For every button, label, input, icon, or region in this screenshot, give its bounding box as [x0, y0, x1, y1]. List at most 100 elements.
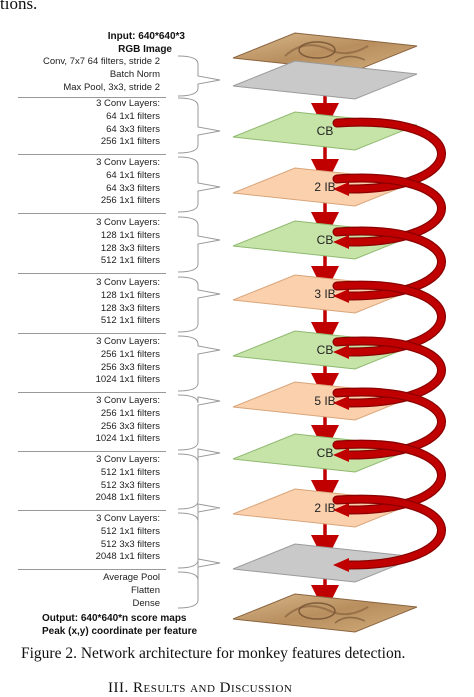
label-line: 512 3x3 filters	[100, 479, 160, 491]
image-texture	[298, 602, 336, 620]
image-texture	[284, 44, 369, 57]
skip-arrow-head	[333, 345, 349, 359]
output-title-line-1: Output: 640*640*n score maps	[42, 613, 187, 624]
label-line: 256 3x3 filters	[100, 361, 160, 373]
label-line: 128 1x1 filters	[100, 229, 160, 241]
skip-arrow-head	[333, 396, 349, 410]
layer-gray	[232, 60, 418, 100]
section-heading: III. Results and Discussion	[108, 680, 293, 696]
label-line: 512 1x1 filters	[100, 466, 160, 478]
label-group-8: 3 Conv Layers: 512 1x1 filters 512 3x3 f…	[0, 454, 160, 505]
label-line: 3 Conv Layers:	[96, 395, 160, 406]
input-title-line-2: RGB Image	[118, 44, 172, 55]
separator	[18, 569, 166, 570]
separator	[18, 273, 166, 274]
label-line: 512 3x3 filters	[100, 538, 160, 550]
layer-stack: CB 2 IB CB 3 IB CB 5 IB CB 2 IB	[232, 32, 418, 633]
label-line: 3 Conv Layers:	[96, 336, 160, 347]
skip-connection	[333, 227, 445, 300]
image-texture	[298, 41, 336, 59]
skip-arrow-head	[333, 289, 349, 303]
label-line: 1024 1x1 filters	[95, 374, 160, 386]
label-group-9: 3 Conv Layers: 512 1x1 filters 512 3x3 f…	[0, 513, 160, 564]
label-group-10: Average Pool Flatten Dense	[0, 572, 160, 610]
label-line: 3 Conv Layers:	[96, 157, 160, 168]
group-bracket	[177, 156, 221, 213]
group-bracket	[177, 448, 221, 510]
group-bracket	[177, 503, 221, 569]
label-line: 3 Conv Layers:	[96, 454, 160, 465]
skip-connection	[333, 495, 445, 569]
group-bracket	[177, 216, 221, 273]
separator	[18, 213, 166, 214]
image-plate	[232, 593, 418, 633]
label-group-1: Conv, 7x7 64 filters, stride 2 Batch Nor…	[0, 56, 160, 94]
separator	[18, 154, 166, 155]
group-bracket	[177, 55, 221, 97]
label-line: 3 Conv Layers:	[96, 98, 160, 109]
image-texture	[284, 605, 369, 618]
label-line: 64 3x3 filters	[106, 123, 160, 135]
label-line: 512 1x1 filters	[100, 525, 160, 537]
label-line: Average Pool	[103, 572, 160, 583]
layer-label: CB	[317, 124, 334, 138]
output-title-line-2: Peak (x,y) coordinate per feature	[42, 626, 198, 637]
layer-image	[232, 593, 418, 633]
skip-connection	[333, 440, 445, 514]
input-title-line-1: Input: 640*640*3	[107, 31, 185, 42]
label-line: Max Pool, 3x3, stride 2	[63, 81, 160, 93]
group-bracket	[177, 335, 221, 392]
skip-connection	[333, 118, 445, 193]
layer-label: 5 IB	[314, 394, 335, 408]
label-line: Batch Norm	[109, 68, 160, 80]
skip-connection	[333, 388, 445, 459]
label-line: 256 1x1 filters	[100, 136, 160, 148]
layer-label: CB	[317, 233, 334, 247]
layer-label: 2 IB	[314, 501, 335, 515]
label-line: 128 3x3 filters	[100, 242, 160, 254]
previous-text-fragment: tions.	[0, 0, 38, 13]
layer-label: 3 IB	[314, 287, 335, 301]
label-line: Dense	[132, 597, 160, 609]
label-group-5: 3 Conv Layers: 128 1x1 filters 128 3x3 f…	[0, 277, 160, 328]
label-group-4: 3 Conv Layers: 128 1x1 filters 128 3x3 f…	[0, 217, 160, 268]
label-line: 256 1x1 filters	[100, 348, 160, 360]
separator	[18, 392, 166, 393]
figure-caption: Figure 2. Network architecture for monke…	[21, 645, 406, 662]
output-title: Output: 640*640*n score maps Peak (x,y) …	[42, 612, 197, 638]
label-line: 256 1x1 filters	[100, 195, 160, 207]
group-brackets	[177, 55, 221, 609]
layer-label: 2 IB	[314, 180, 335, 194]
skip-connections	[332, 117, 446, 572]
label-line: 3 Conv Layers:	[96, 217, 160, 228]
group-bracket	[177, 394, 221, 451]
label-line: 128 3x3 filters	[100, 302, 160, 314]
skip-arrow-head	[333, 448, 349, 462]
separator	[18, 451, 166, 452]
label-line: 64 3x3 filters	[106, 182, 160, 194]
skip-arrow-head	[333, 558, 349, 572]
layer-plate	[232, 60, 418, 100]
label-line: 3 Conv Layers:	[96, 277, 160, 288]
skip-connection	[333, 281, 445, 356]
label-group-6: 3 Conv Layers: 256 1x1 filters 256 3x3 f…	[0, 336, 160, 387]
separator	[18, 97, 166, 98]
label-line: 512 1x1 filters	[100, 255, 160, 267]
layer-label: CB	[317, 343, 334, 357]
label-line: 512 1x1 filters	[100, 315, 160, 327]
image-texture	[334, 55, 366, 63]
input-title: Input: 640*640*3 RGB Image	[93, 30, 213, 56]
label-line: Flatten	[130, 584, 160, 596]
label-line: 256 3x3 filters	[100, 420, 160, 432]
layer-green: CB	[232, 111, 418, 151]
skip-arrow-head	[333, 503, 349, 517]
separator	[18, 510, 166, 511]
label-group-7: 3 Conv Layers: 256 1x1 filters 256 3x3 f…	[0, 395, 160, 446]
label-line: 64 1x1 filters	[106, 110, 160, 122]
label-line: Conv, 7x7 64 filters, stride 2	[42, 56, 160, 67]
image-texture	[334, 616, 366, 624]
label-line: 1024 1x1 filters	[95, 433, 160, 445]
group-bracket	[177, 97, 221, 154]
label-group-2: 3 Conv Layers: 64 1x1 filters 64 3x3 fil…	[0, 98, 160, 149]
skip-connection	[333, 337, 445, 407]
